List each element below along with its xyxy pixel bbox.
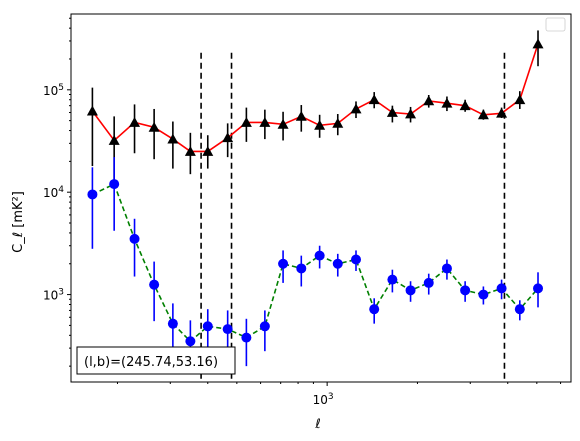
data-point: [108, 134, 120, 145]
data-point: [423, 277, 434, 288]
data-point: [405, 285, 416, 296]
data-point: [332, 258, 343, 269]
legend: [545, 17, 566, 32]
x-axis-label: ℓ: [314, 417, 320, 432]
data-point: [202, 145, 214, 156]
data-point: [241, 332, 252, 343]
annotation-text: (l,b)=(245.74,53.16): [84, 355, 218, 370]
annotation-box: (l,b)=(245.74,53.16): [76, 346, 236, 375]
data-point: [240, 116, 252, 127]
data-point: [277, 118, 289, 129]
data-point: [148, 121, 160, 132]
data-point: [278, 258, 289, 269]
data-point: [222, 132, 234, 143]
data-point: [167, 318, 178, 329]
y-tick-label: 103: [43, 288, 64, 303]
data-point: [129, 116, 141, 127]
data-point: [405, 108, 417, 119]
data-point: [296, 263, 307, 274]
y-axis-label: C_ℓ [mK²]: [11, 191, 26, 253]
data-point: [496, 107, 508, 118]
data-point: [184, 145, 196, 156]
data-point: [129, 233, 140, 244]
data-point: [478, 289, 489, 300]
x-tick-label: 103: [313, 392, 334, 407]
data-point: [259, 321, 270, 332]
data-point: [259, 116, 271, 127]
data-point: [86, 105, 98, 116]
data-point: [295, 110, 307, 121]
data-point: [332, 117, 344, 128]
series-line: [92, 183, 539, 343]
data-point: [167, 133, 179, 144]
data-point: [314, 250, 325, 261]
data-point: [350, 103, 362, 114]
data-point: [222, 324, 233, 335]
data-point: [149, 279, 160, 290]
data-point: [368, 94, 380, 105]
data-point: [202, 321, 213, 332]
series-line: [91, 43, 539, 153]
data-point: [185, 336, 196, 347]
data-point: [109, 179, 120, 190]
y-tick-label: 105: [43, 83, 64, 98]
data-point: [533, 283, 544, 294]
series-1: [86, 30, 544, 185]
data-point: [460, 285, 471, 296]
data-point: [441, 263, 452, 274]
data-point: [514, 304, 525, 315]
data-point: [87, 189, 98, 200]
data-point: [387, 274, 398, 285]
plot-frame: [70, 13, 572, 383]
data-point: [496, 283, 507, 294]
data-point: [351, 254, 362, 265]
data-point: [477, 109, 489, 120]
data-point: [386, 107, 398, 117]
data-point: [369, 304, 380, 315]
data-point: [423, 95, 435, 106]
series-2: [87, 157, 544, 371]
data-point: [532, 38, 544, 49]
y-tick-label: 104: [43, 185, 64, 200]
data-point: [314, 119, 326, 130]
data-point: [459, 100, 471, 111]
data-point: [514, 94, 526, 105]
data-point: [441, 97, 453, 108]
